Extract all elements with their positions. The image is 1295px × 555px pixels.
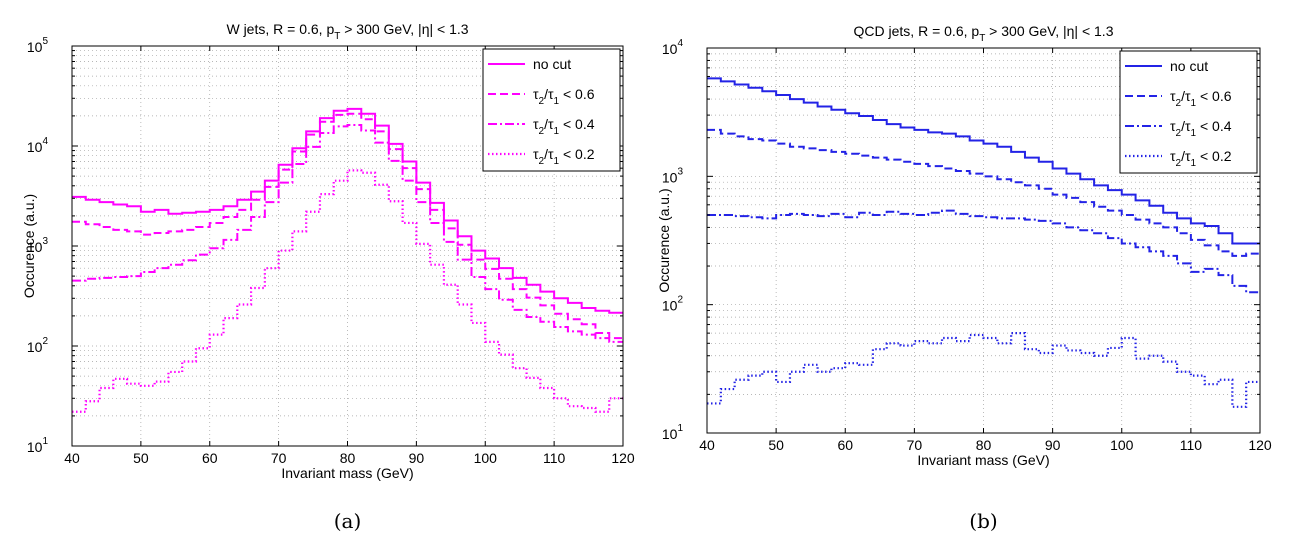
y-tick-label: 103 [662,166,684,185]
title-subscript: T [979,33,985,44]
legend-label: no cut [1170,58,1208,74]
chart-title: QCD jets, R = 0.6, pT > 300 GeV, |η| < 1… [854,23,1114,44]
chart-b: 40 50 60 70 80 90 100 110 120 101 102 103 104 QCD jet… [656,23,1272,533]
x-tick-label: 40 [64,450,80,466]
x-tick-label: 70 [907,437,923,453]
legend-subscript: 1 [554,96,560,107]
y-tick-label: 101 [662,423,684,442]
x-tick-label: 50 [133,450,149,466]
legend-subscript: 1 [554,126,560,137]
legend-subscript: 2 [1176,128,1182,139]
x-tick-label: 90 [409,450,425,466]
legend-text-part: < 0.4 [1196,118,1232,134]
legend-text-part: /τ [1181,118,1191,134]
subfigure-caption: (b) [969,509,997,533]
legend: no cut τ2/τ1 < 0.6 τ2/τ1 < 0.4 τ2/τ1 < 0.2 [1119,50,1258,174]
y-tick-exponent: 5 [42,36,48,47]
legend-text-part: /τ [1181,148,1191,164]
y-tick-label: 102 [662,295,684,314]
legend-subscript: 2 [539,156,545,167]
legend-text-part: /τ [544,116,554,132]
y-tick-exponent: 4 [42,136,48,147]
series-line-solid [707,77,1260,245]
x-tick-label: 60 [837,437,853,453]
x-tick-label: 40 [699,437,715,453]
legend-text-part: /τ [1181,88,1191,104]
y-tick-label: 101 [27,436,49,455]
x-axis-label: Invariant mass (GeV) [917,452,1049,468]
legend-text-part: /τ [544,86,554,102]
x-tick-label: 120 [611,450,635,466]
legend-subscript: 2 [539,96,545,107]
subfigure-caption: (a) [334,509,362,533]
x-tick-label: 50 [768,437,784,453]
series-group [707,77,1260,408]
legend-label: τ2/τ1 < 0.6 [1170,88,1232,109]
legend-subscript: 1 [1191,98,1197,109]
y-axis-label: Occurence (a.u.) [656,188,672,292]
y-tick-exponent: 2 [677,295,683,306]
series-line-dashdot [707,209,1260,294]
grid [72,46,623,446]
x-tick-label: 80 [976,437,992,453]
legend-text-part: < 0.2 [1196,148,1232,164]
legend-label: no cut [533,56,571,72]
legend-label: τ2/τ1 < 0.4 [1170,118,1232,139]
legend-box [1119,50,1258,174]
series-line-dashdot [72,124,623,343]
y-axis-label: Occurence (a.u.) [21,194,37,298]
x-tick-label: 90 [1045,437,1061,453]
y-tick-label: 104 [662,38,684,57]
legend-subscript: 2 [1176,98,1182,109]
x-tick-label: 100 [1110,437,1134,453]
title-rest: > 300 GeV, |η| < 1.3 [985,23,1113,39]
series-line-dashed [707,128,1260,257]
legend-text-part: < 0.6 [1196,88,1232,104]
legend-subscript: 2 [539,126,545,137]
y-tick-label: 104 [27,136,49,155]
x-tick-label: 110 [1180,437,1203,453]
y-tick-label: 105 [27,36,49,55]
legend-subscript: 1 [554,156,560,167]
y-tick-exponent: 1 [42,436,48,447]
title-rest: > 300 GeV, |η| < 1.3 [340,21,468,37]
chart-title: W jets, R = 0.6, pT > 300 GeV, |η| < 1.3 [226,21,468,42]
y-tick-exponent: 3 [42,236,48,247]
legend-label: τ2/τ1 < 0.4 [533,116,595,137]
y-tick-exponent: 4 [677,38,683,49]
legend-text-part: < 0.2 [559,146,595,162]
series-line-dashed [72,112,623,340]
x-axis-label: Invariant mass (GeV) [281,465,413,481]
y-tick-exponent: 2 [42,336,48,347]
legend-label: τ2/τ1 < 0.2 [1170,148,1232,169]
x-tick-label: 110 [543,450,566,466]
series-line-dotted [707,332,1260,408]
legend-box [482,48,621,172]
legend-label: τ2/τ1 < 0.6 [533,86,595,107]
legend-text-part: /τ [544,146,554,162]
series-line-solid [72,107,623,314]
legend-text-part: < 0.4 [559,116,595,132]
y-tick-label: 102 [27,336,49,355]
x-tick-label: 100 [474,450,498,466]
title-subscript: T [334,31,340,42]
legend-subscript: 1 [1191,158,1197,169]
x-tick-label: 120 [1248,437,1272,453]
legend-label: τ2/τ1 < 0.2 [533,146,595,167]
legend-subscript: 1 [1191,128,1197,139]
series-group [72,107,623,413]
x-tick-label: 70 [271,450,287,466]
x-tick-label: 60 [202,450,218,466]
x-ticks: 40 50 60 70 80 90 100 110 120 [699,48,1272,453]
y-tick-exponent: 1 [677,423,683,434]
legend-text-part: < 0.6 [559,86,595,102]
legend: no cut τ2/τ1 < 0.6 τ2/τ1 < 0.4 τ2/τ1 < 0.2 [482,48,621,172]
legend-subscript: 2 [1176,158,1182,169]
x-tick-label: 80 [340,450,356,466]
x-ticks: 40 50 60 70 80 90 100 110 120 [64,46,635,466]
y-tick-exponent: 3 [677,166,683,177]
